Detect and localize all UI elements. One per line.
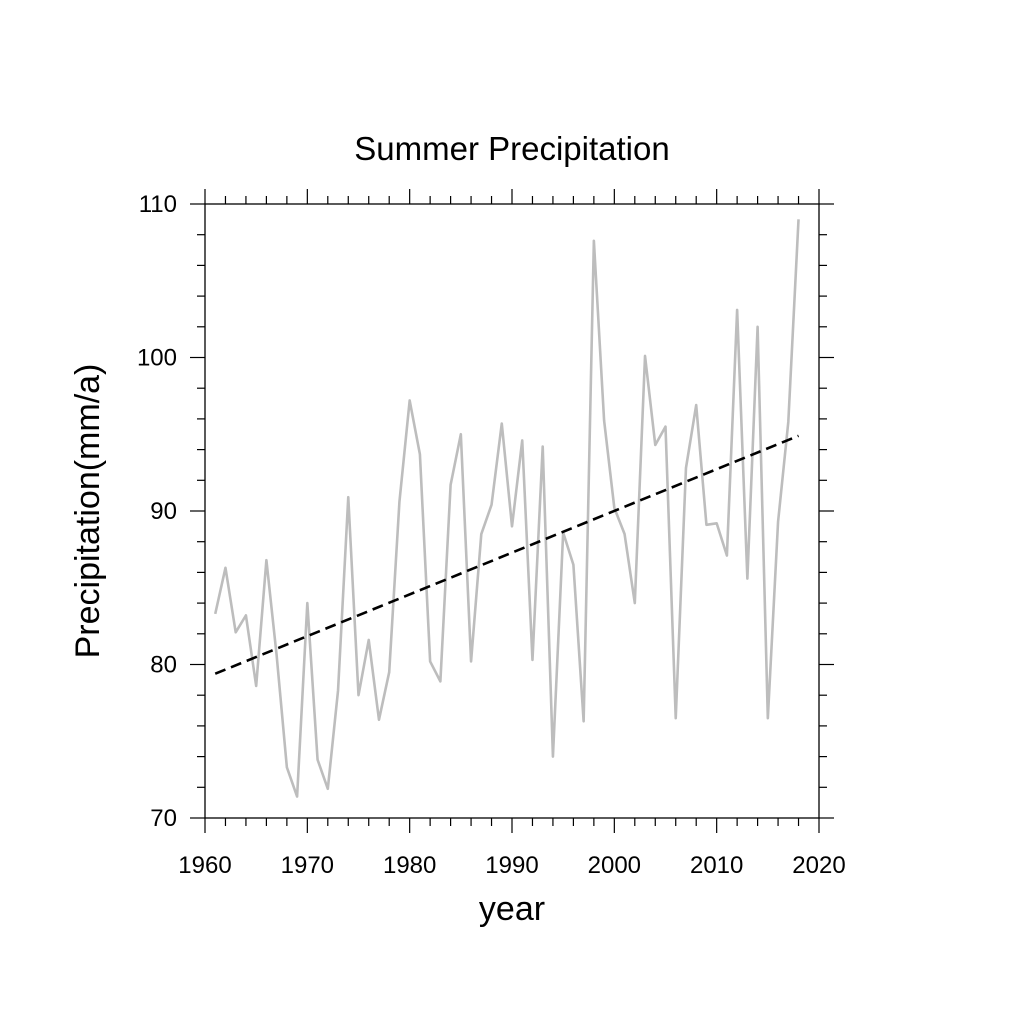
x-tick-label: 1960: [178, 852, 231, 879]
tick-labels: 1960 1970 1980 1990 2000 2010 2020 70 80 90 100 110: [137, 191, 846, 879]
x-tick-label: 1990: [485, 852, 538, 879]
precipitation-series-line: [213, 219, 800, 798]
x-tick-label: 1980: [383, 852, 436, 879]
trend-line: [214, 434, 800, 675]
x-tick-label: 2010: [690, 852, 743, 879]
y-tick-label: 80: [150, 652, 177, 679]
x-axis-label: year: [479, 890, 545, 928]
x-tick-label: 2020: [792, 852, 845, 879]
axis-ticks: [190, 189, 834, 833]
y-axis-label: Precipitation(mm/a): [69, 364, 107, 659]
y-tick-label: 70: [150, 805, 177, 832]
chart-title: Summer Precipitation: [354, 130, 669, 167]
x-tick-label: 1970: [281, 852, 334, 879]
y-tick-label: 90: [150, 498, 177, 525]
x-tick-label: 2000: [588, 852, 641, 879]
series-layer: [213, 219, 800, 798]
y-tick-label: 110: [139, 191, 177, 218]
y-tick-label: 100: [137, 345, 177, 372]
plot-frame: [204, 203, 820, 819]
